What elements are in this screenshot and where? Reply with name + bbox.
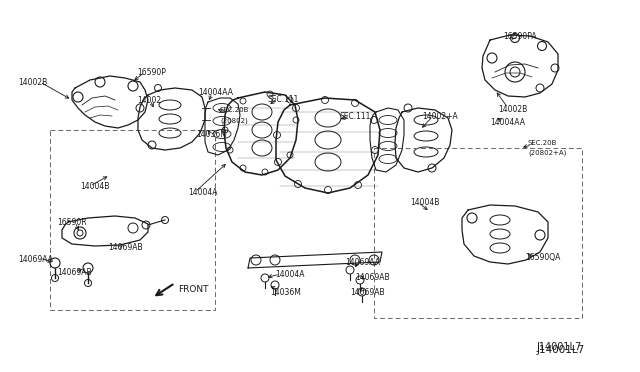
Text: 14002B: 14002B <box>18 78 47 87</box>
Text: 14069AB: 14069AB <box>57 268 92 277</box>
Bar <box>374 148 582 318</box>
Text: (20802): (20802) <box>220 117 248 124</box>
Text: 14036M: 14036M <box>196 130 227 139</box>
Text: SEC.20B: SEC.20B <box>220 107 250 113</box>
Text: 16590QA: 16590QA <box>525 253 561 262</box>
Text: 14004AA: 14004AA <box>490 118 525 127</box>
Text: 14069AA: 14069AA <box>18 255 53 264</box>
Text: SEC.111: SEC.111 <box>340 112 371 121</box>
Text: 14002B: 14002B <box>498 105 527 114</box>
Text: 14069AA: 14069AA <box>345 258 380 267</box>
Text: SEC.20B: SEC.20B <box>528 140 557 146</box>
Bar <box>50 130 215 310</box>
Text: (20802+A): (20802+A) <box>528 150 566 157</box>
Text: 14004A: 14004A <box>188 188 218 197</box>
Text: 14004B: 14004B <box>80 182 109 191</box>
Text: 14036M: 14036M <box>270 288 301 297</box>
Text: 14002+A: 14002+A <box>422 112 458 121</box>
Text: FRONT: FRONT <box>178 285 209 294</box>
Text: SEC.111: SEC.111 <box>268 95 300 104</box>
Text: 14004AA: 14004AA <box>198 88 233 97</box>
Text: 14069AB: 14069AB <box>355 273 390 282</box>
Text: 16590P: 16590P <box>137 68 166 77</box>
Text: 14069AB: 14069AB <box>350 288 385 297</box>
Text: 16590R: 16590R <box>57 218 86 227</box>
Text: 14004B: 14004B <box>410 198 440 207</box>
Text: 14002: 14002 <box>137 96 161 105</box>
Text: 14004A: 14004A <box>275 270 305 279</box>
Text: J14001L7: J14001L7 <box>537 345 585 355</box>
Text: 14069AB: 14069AB <box>108 243 143 252</box>
Text: J14001L7: J14001L7 <box>536 342 581 352</box>
Text: 16590PA: 16590PA <box>503 32 536 41</box>
